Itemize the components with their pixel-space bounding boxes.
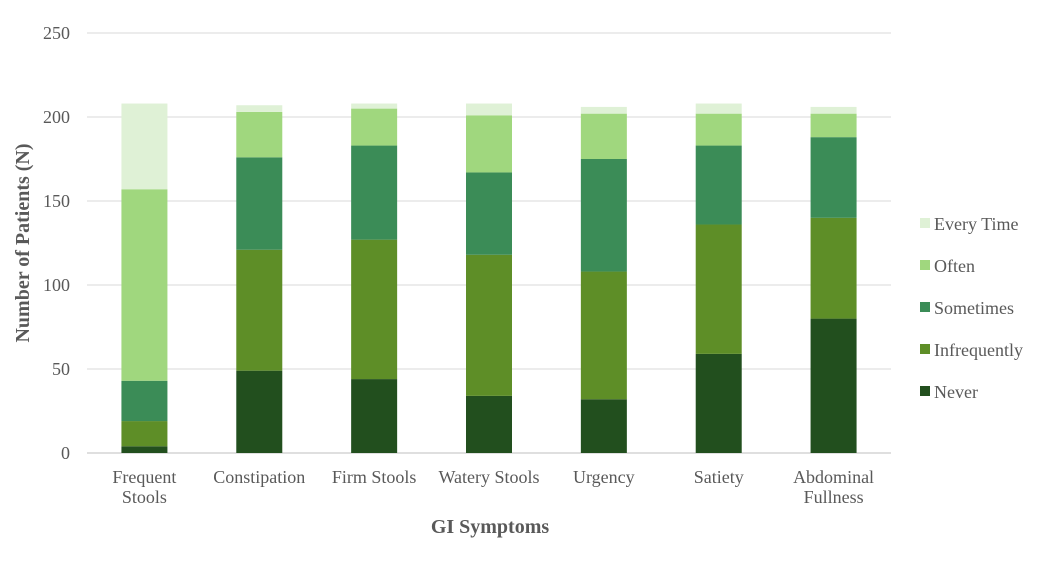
bar-segment-often [121,189,168,381]
bar-segment-infrequently [351,239,398,380]
legend-label: Infrequently [934,340,1023,360]
bar-segment-sometimes [236,157,283,250]
legend-swatch [920,218,930,228]
y-tick-label: 200 [43,107,70,127]
bar-segment-never [121,446,168,453]
legend-label: Never [934,382,978,402]
bar-segment-often [810,113,857,138]
bar-segment-never [695,353,742,453]
bar-segment-often [466,115,512,173]
y-tick-label: 0 [61,443,70,463]
bar-segment-never [466,395,512,453]
y-tick-label: 150 [43,191,70,211]
legend-label: Often [934,256,975,276]
bar-segment-infrequently [236,249,283,371]
x-tick-label: Firm Stools [332,467,417,487]
legend-swatch [920,302,930,312]
bar-segment-sometimes [695,145,742,225]
bar-segment-often [236,111,283,158]
y-axis-title: Number of Patients (N) [12,143,34,342]
x-tick-label: Constipation [213,467,305,487]
bar-segment-sometimes [121,380,168,422]
bar-segment-every-time [351,103,398,109]
x-tick-label: Stools [122,487,167,507]
bars [121,103,857,453]
legend-swatch [920,386,930,396]
y-tick-label: 100 [43,275,70,295]
bar-segment-never [580,399,627,453]
bar-segment-infrequently [580,271,627,400]
bar-segment-infrequently [466,254,512,396]
bar-segment-sometimes [810,137,857,218]
x-tick-label: Watery Stools [438,467,539,487]
bar-segment-sometimes [580,159,627,272]
bar-segment-often [580,113,627,159]
bar-segment-every-time [580,106,627,114]
bar-segment-every-time [695,103,742,114]
x-tick-label: Abdominal [793,467,874,487]
bar-segment-never [810,318,857,453]
bar-segment-never [236,370,283,453]
bar-segment-sometimes [351,145,398,240]
bar-segment-every-time [121,103,168,190]
bar-segment-infrequently [695,224,742,354]
bar-segment-every-time [466,103,512,116]
x-axis-title: GI Symptoms [431,516,550,538]
x-tick-label: Frequent [112,467,176,487]
legend-label: Every Time [934,214,1019,234]
x-tick-label: Urgency [573,467,635,487]
bar-segment-often [351,108,398,146]
legend-swatch [920,260,930,270]
bar-segment-every-time [810,106,857,114]
legend: Every Time Often Sometimes Infrequently Neve… [920,214,1023,402]
bar-segment-every-time [236,105,283,112]
y-tick-label: 50 [52,359,70,379]
bar-segment-infrequently [810,217,857,319]
y-tick-label: 250 [43,23,70,43]
y-axis-ticks: 0 50 100 150 200 250 [43,23,70,463]
legend-label: Sometimes [934,298,1014,318]
bar-segment-never [351,379,398,453]
x-tick-label: Fullness [804,487,864,507]
bar-segment-sometimes [466,172,512,255]
x-tick-label: Satiety [694,467,744,487]
legend-swatch [920,344,930,354]
bar-segment-often [695,113,742,146]
bar-segment-infrequently [121,421,168,447]
